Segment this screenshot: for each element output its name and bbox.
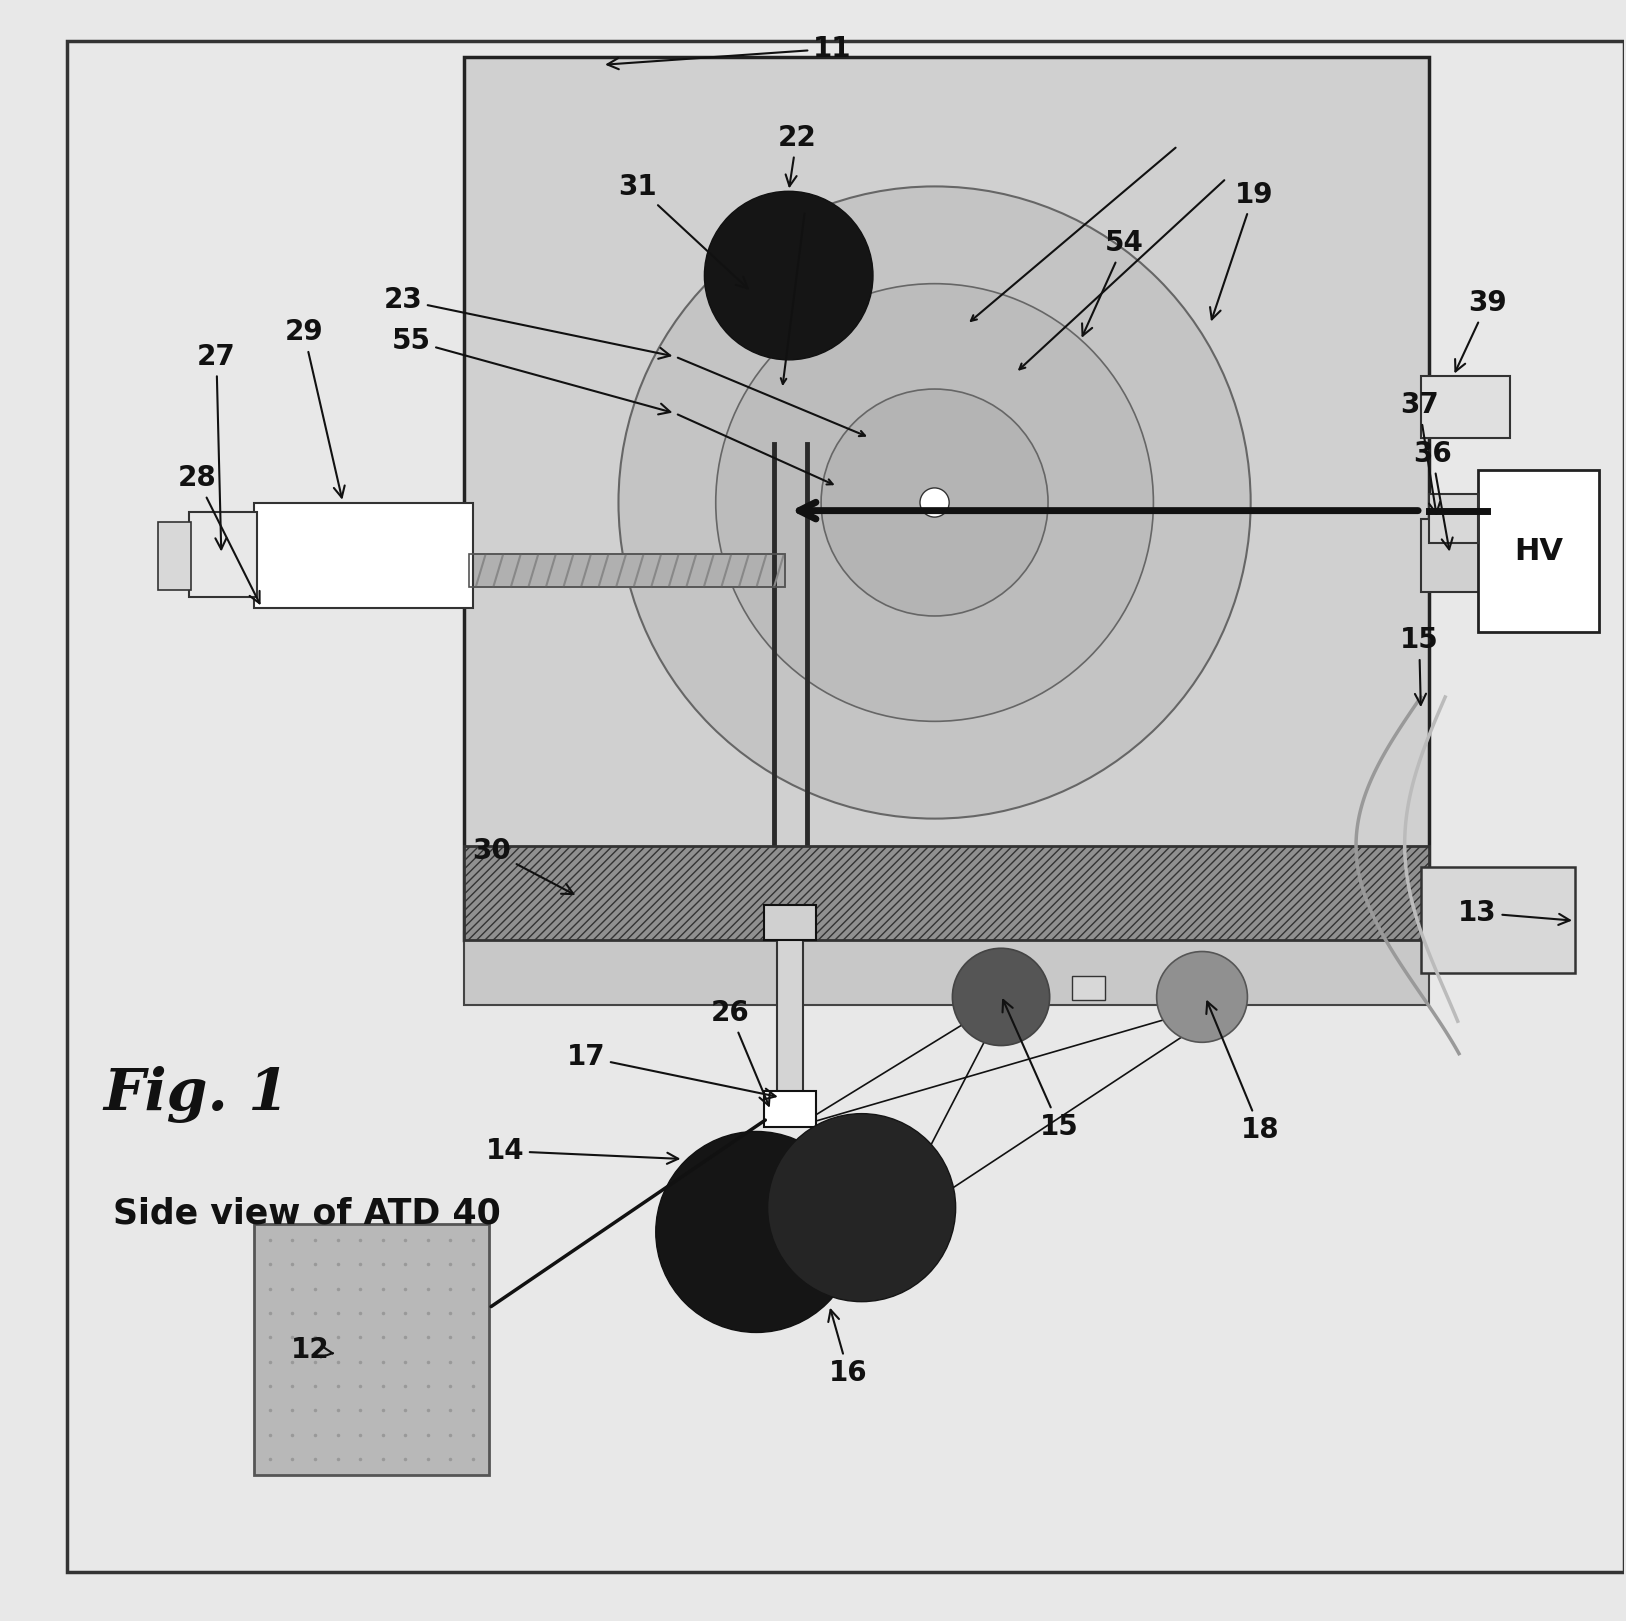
Bar [254, 503, 473, 608]
Text: 26: 26 [711, 999, 769, 1106]
Circle shape [1156, 952, 1247, 1042]
Bar [189, 512, 257, 597]
Bar [1073, 976, 1104, 1000]
Circle shape [715, 284, 1153, 721]
Text: 55: 55 [392, 326, 670, 415]
Bar [470, 554, 785, 587]
Text: 13: 13 [1459, 898, 1569, 927]
Text: 37: 37 [1400, 391, 1441, 514]
Text: 16: 16 [828, 1310, 868, 1388]
Circle shape [704, 191, 873, 360]
Text: 22: 22 [777, 123, 816, 186]
Bar [764, 905, 816, 940]
Text: 28: 28 [177, 464, 260, 603]
Bar [1478, 470, 1600, 632]
Text: 12: 12 [291, 1336, 333, 1365]
Text: 11: 11 [608, 34, 852, 70]
Text: 27: 27 [197, 342, 236, 550]
Bar [465, 57, 1429, 940]
Bar [1421, 867, 1576, 973]
Bar [465, 846, 1429, 940]
Bar [465, 932, 1429, 1005]
Text: 54: 54 [1081, 229, 1143, 336]
Text: Fig. 1: Fig. 1 [102, 1067, 289, 1123]
Bar [158, 522, 190, 590]
Text: 31: 31 [618, 172, 748, 289]
Text: 15: 15 [1003, 1000, 1078, 1141]
Bar [764, 1091, 816, 1127]
Text: Side view of ATD 40: Side view of ATD 40 [112, 1196, 501, 1230]
Text: 18: 18 [1206, 1002, 1280, 1144]
Text: 39: 39 [1455, 289, 1507, 371]
Text: HV: HV [1514, 537, 1563, 566]
Text: 19: 19 [1210, 180, 1273, 319]
Bar [777, 932, 803, 1118]
Text: 23: 23 [384, 285, 670, 358]
Circle shape [655, 1131, 857, 1332]
Bar [1421, 376, 1511, 438]
Text: 29: 29 [285, 318, 345, 498]
Text: 15: 15 [1400, 626, 1439, 705]
Circle shape [953, 948, 1050, 1046]
Circle shape [767, 1114, 956, 1302]
Bar [1429, 494, 1478, 543]
Circle shape [920, 488, 950, 517]
Bar [1421, 519, 1486, 592]
Text: 17: 17 [566, 1042, 776, 1099]
Bar [470, 554, 785, 587]
Circle shape [618, 186, 1250, 819]
Circle shape [821, 389, 1049, 616]
Text: 30: 30 [473, 836, 574, 895]
Text: 14: 14 [486, 1136, 678, 1165]
Text: 36: 36 [1413, 439, 1452, 550]
Bar [254, 1224, 489, 1475]
